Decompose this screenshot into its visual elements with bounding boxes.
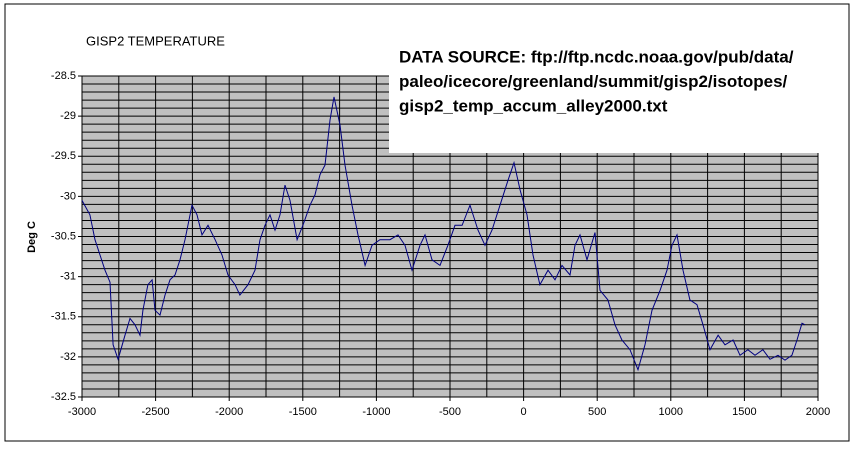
x-tick-label: 500 [588, 406, 606, 418]
annotation-line: DATA SOURCE: ftp://ftp.ncdc.noaa.gov/pub… [399, 47, 794, 66]
annotation-line: paleo/icecore/greenland/summit/gisp2/iso… [399, 72, 788, 91]
chart-title: GISP2 TEMPERATURE [86, 33, 225, 48]
x-tick-label: -1500 [289, 406, 317, 418]
x-tick-label: -2000 [215, 406, 243, 418]
y-axis-label: Deg C [26, 221, 38, 253]
x-tick-label: -2500 [142, 406, 170, 418]
y-tick-label: -31.5 [51, 311, 76, 323]
x-tick-label: 2000 [806, 406, 830, 418]
x-tick-label: 1500 [732, 406, 756, 418]
annotation-box [389, 40, 820, 153]
x-tick-label: 0 [521, 406, 527, 418]
y-tick-label: -30 [60, 190, 76, 202]
x-tick-label: 1000 [659, 406, 683, 418]
y-tick-label: -32.5 [51, 391, 76, 403]
data-line [81, 96, 806, 372]
y-tick-label: -30.5 [51, 230, 76, 242]
x-tick-label: -1000 [362, 406, 390, 418]
x-tick-label: -3000 [68, 406, 96, 418]
y-tick-label: -29 [60, 110, 76, 122]
y-tick-label: -31 [60, 271, 76, 283]
annotation-line: gisp2_temp_accum_alley2000.txt [399, 96, 668, 115]
x-tick-label: -500 [439, 406, 461, 418]
y-tick-label: -29.5 [51, 150, 76, 162]
y-tick-label: -32 [60, 351, 76, 363]
y-tick-label: -28.5 [51, 70, 76, 82]
